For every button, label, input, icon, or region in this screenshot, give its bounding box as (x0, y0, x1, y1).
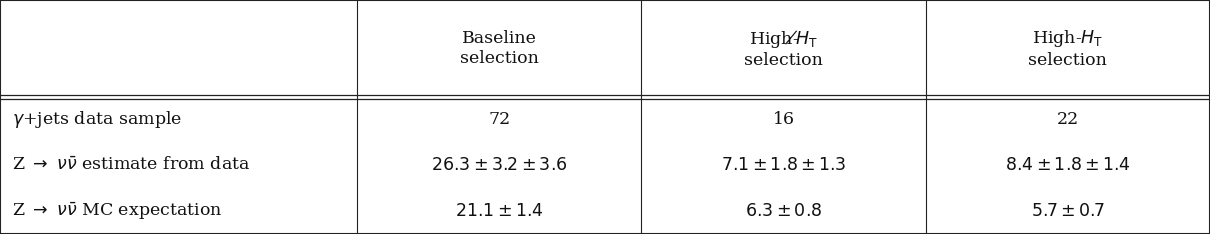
Text: $26.3 \pm 3.2 \pm 3.6$: $26.3 \pm 3.2 \pm 3.6$ (431, 157, 567, 174)
Text: $\gamma$+jets data sample: $\gamma$+jets data sample (12, 110, 183, 130)
Text: Baseline
selection: Baseline selection (460, 30, 538, 67)
Text: $8.4 \pm 1.8 \pm 1.4$: $8.4 \pm 1.8 \pm 1.4$ (1004, 157, 1131, 174)
Text: High-$\mathit{\not\!H}_{\mathrm{T}}$
selection: High-$\mathit{\not\!H}_{\mathrm{T}}$ sel… (744, 28, 823, 69)
Text: $5.7 \pm 0.7$: $5.7 \pm 0.7$ (1031, 203, 1105, 220)
Text: 16: 16 (772, 111, 795, 128)
Text: $7.1 \pm 1.8 \pm 1.3$: $7.1 \pm 1.8 \pm 1.3$ (721, 157, 846, 174)
Text: High-$H_{\mathrm{T}}$
selection: High-$H_{\mathrm{T}}$ selection (1028, 28, 1107, 69)
Text: $21.1 \pm 1.4$: $21.1 \pm 1.4$ (455, 203, 543, 220)
Text: Z $\rightarrow$ $\nu\bar{\nu}$ estimate from data: Z $\rightarrow$ $\nu\bar{\nu}$ estimate … (12, 157, 250, 174)
Text: $6.3 \pm 0.8$: $6.3 \pm 0.8$ (745, 203, 822, 220)
Text: 22: 22 (1056, 111, 1079, 128)
Text: 72: 72 (488, 111, 511, 128)
Text: Z $\rightarrow$ $\nu\bar{\nu}$ MC expectation: Z $\rightarrow$ $\nu\bar{\nu}$ MC expect… (12, 200, 223, 222)
